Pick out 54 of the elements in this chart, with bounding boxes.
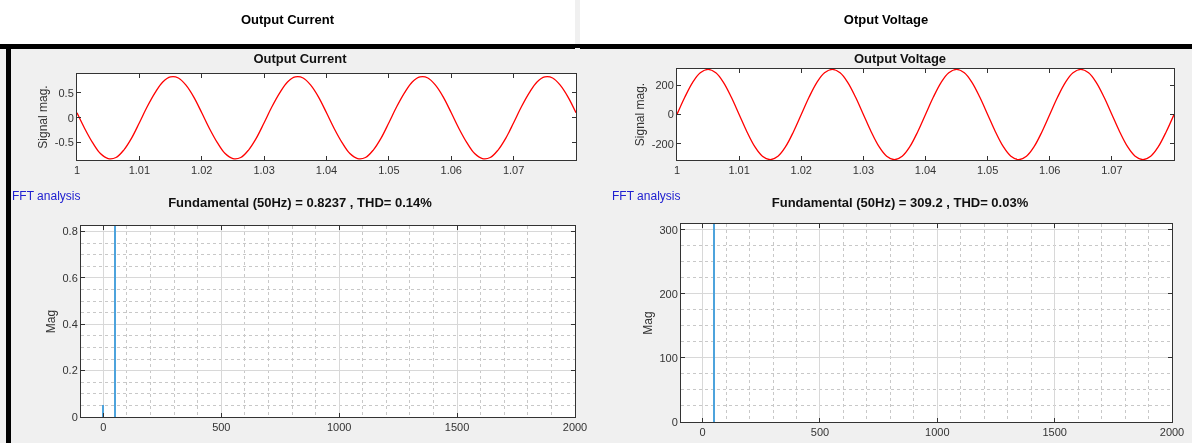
x-tick-label: 1.03 xyxy=(852,164,875,177)
text: FFT analysis xyxy=(612,189,685,203)
x-tick-label: 1.07 xyxy=(1101,164,1123,177)
x-tick-label: 0 xyxy=(699,426,706,439)
x-tick-label: 1 xyxy=(73,164,81,177)
y-tick-label: 0.8 xyxy=(62,225,78,238)
y-axis-title: Mag xyxy=(43,309,58,334)
x-tick-label: 1.04 xyxy=(315,164,338,177)
x-tick-label: 1 xyxy=(673,164,681,177)
y-axis-title: Signal mag. xyxy=(36,85,51,149)
text: Otput Voltage xyxy=(842,12,930,27)
x-tick-label: 0 xyxy=(100,421,107,434)
x-tick-label: 1.05 xyxy=(976,164,999,177)
y-tick-label: 0.6 xyxy=(62,271,78,284)
y-axis-title: Signal mag. xyxy=(633,82,648,147)
text: FFT analysis xyxy=(12,189,85,203)
y-axis-title: Mag xyxy=(640,311,655,335)
text: Output Current xyxy=(239,12,336,27)
x-tick-label: 1.02 xyxy=(790,164,812,177)
y-tick-label: 200 xyxy=(659,287,678,300)
y-tick-label: -200 xyxy=(651,137,674,150)
x-tick-label: 500 xyxy=(212,421,231,434)
chart-title: Output Current xyxy=(253,51,348,67)
x-tick-label: 2000 xyxy=(1159,426,1185,439)
y-tick-label: 0.2 xyxy=(62,364,78,377)
y-tick-label: 0.5 xyxy=(58,86,74,99)
x-tick-label: 1500 xyxy=(444,421,470,434)
x-tick-label: 1.03 xyxy=(253,164,275,177)
y-tick-label: 0 xyxy=(667,108,674,121)
x-tick-label: 1.05 xyxy=(378,164,400,177)
x-tick-label: 1500 xyxy=(1042,426,1067,439)
x-tick-label: 1.06 xyxy=(1039,164,1061,177)
x-tick-label: 2000 xyxy=(562,421,588,434)
y-tick-label: 0 xyxy=(71,410,78,423)
x-tick-label: 1.01 xyxy=(728,164,750,177)
x-tick-label: 1.04 xyxy=(914,164,937,177)
y-tick-label: 300 xyxy=(659,223,678,236)
x-tick-label: 1000 xyxy=(925,426,950,439)
x-tick-label: 1.02 xyxy=(191,164,213,177)
line-series xyxy=(677,69,1174,160)
line-series xyxy=(77,76,576,160)
x-tick-label: 1000 xyxy=(326,421,352,434)
chart-title: Fundamental (50Hz) = 0.8237 , THD= 0.14% xyxy=(168,195,433,211)
chart-title: Fundamental (50Hz) = 309.2 , THD= 0.03% xyxy=(771,195,1029,211)
x-tick-label: 1.06 xyxy=(440,164,462,177)
x-tick-label: 1.07 xyxy=(502,164,525,177)
x-tick-label: 500 xyxy=(810,426,830,439)
y-tick-label: 100 xyxy=(659,351,678,364)
x-tick-label: 1.01 xyxy=(128,164,151,177)
y-tick-label: 200 xyxy=(655,79,674,92)
y-tick-label: 0 xyxy=(67,111,74,124)
chart-title: Output Voltage xyxy=(853,51,947,67)
y-tick-label: 0.4 xyxy=(62,318,78,331)
y-tick-label: -0.5 xyxy=(54,136,74,149)
